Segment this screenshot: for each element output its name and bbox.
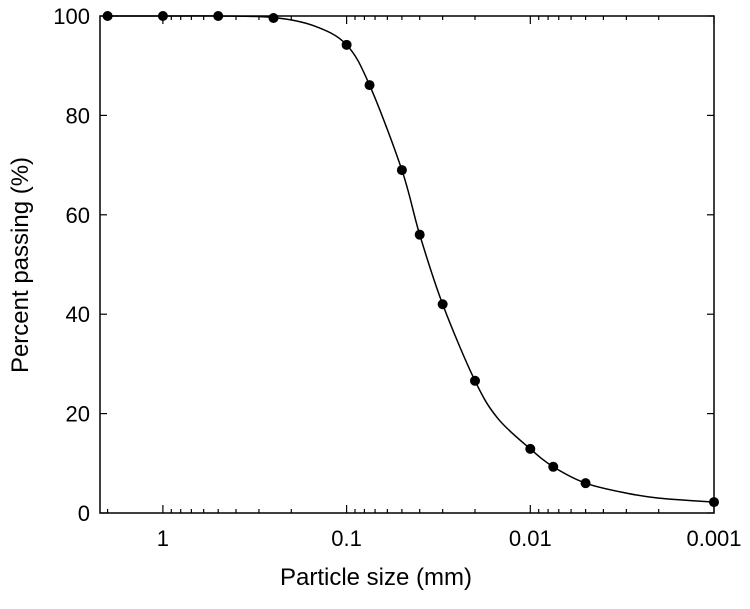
x-tick-label: 0.1 xyxy=(331,526,362,551)
data-point xyxy=(396,165,407,176)
data-point xyxy=(437,299,448,310)
x-tick-label: 0.001 xyxy=(686,526,741,551)
data-point xyxy=(102,11,113,21)
data-point xyxy=(341,39,352,50)
y-tick-label: 80 xyxy=(66,103,90,128)
y-tick-label: 20 xyxy=(66,402,90,427)
data-point xyxy=(470,375,481,386)
y-axis-title: Percent passing (%) xyxy=(7,157,34,373)
y-tick-label: 60 xyxy=(66,203,90,228)
x-tick-label: 1 xyxy=(157,526,169,551)
y-tick-label: 40 xyxy=(66,302,90,327)
y-tick-label: 100 xyxy=(53,4,90,29)
fit-curve xyxy=(107,15,715,503)
data-point xyxy=(709,497,719,508)
y-tick-label: 0 xyxy=(78,501,90,526)
data-point xyxy=(213,11,224,21)
data-point xyxy=(268,12,279,23)
data-point xyxy=(157,11,168,21)
data-point xyxy=(364,80,375,91)
data-point xyxy=(548,461,559,472)
data-point xyxy=(580,478,591,489)
x-tick-label: 0.01 xyxy=(509,526,552,551)
data-point xyxy=(525,443,536,454)
plot-frame xyxy=(99,15,715,514)
x-axis-title: Particle size (mm) xyxy=(280,564,472,591)
data-point xyxy=(414,229,425,240)
